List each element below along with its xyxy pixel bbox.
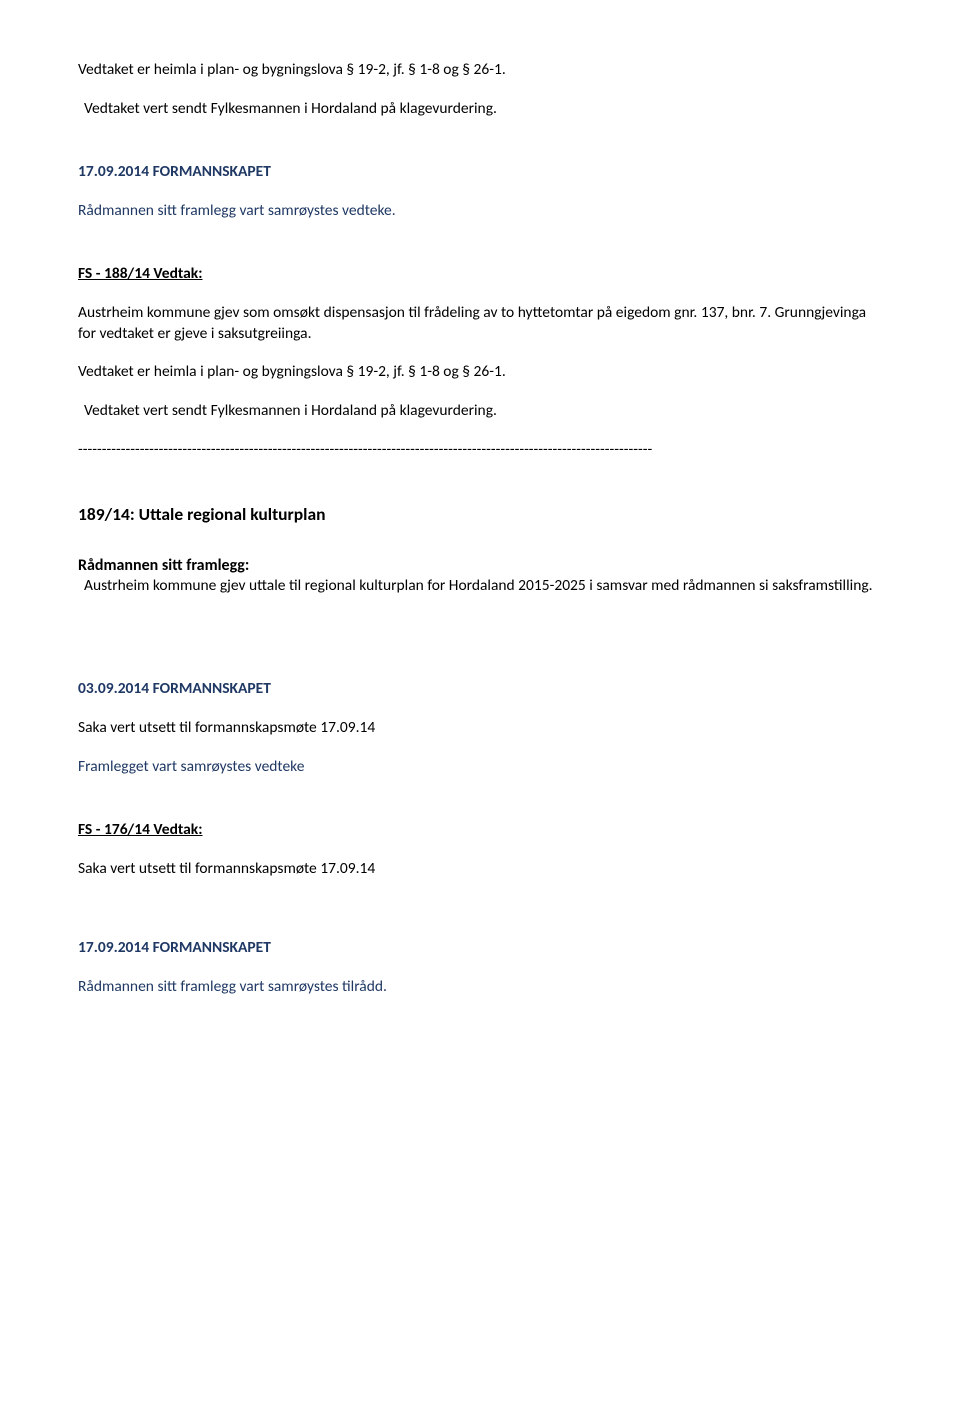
- text: Rådmannen sitt framlegg vart samrøystes …: [78, 201, 396, 220]
- paragraph-radmannen-vedteke: Rådmannen sitt framlegg vart samrøystes …: [78, 201, 882, 222]
- text: 17.09.2014 FORMANNSKAPET: [78, 938, 271, 957]
- text: 189/14: Uttale regional kulturplan: [78, 503, 326, 525]
- text: Rådmannen sitt framlegg vart samrøystes …: [78, 977, 387, 996]
- paragraph-vedtak-heimla-1: Vedtaket er heimla i plan- og bygningslo…: [78, 60, 882, 81]
- paragraph-austrheim-uttale: Austrheim kommune gjev uttale til region…: [84, 576, 882, 597]
- paragraph-saka-utsett-1: Saka vert utsett til formannskapsmøte 17…: [78, 718, 882, 739]
- paragraph-vedtak-sendt-2: Vedtaket vert sendt Fylkesmannen i Horda…: [84, 401, 882, 422]
- paragraph-austrheim-dispensasjon: Austrheim kommune gjev som omsøkt dispen…: [78, 303, 882, 345]
- heading-fs-188-14: FS - 188/14 Vedtak:: [78, 264, 882, 285]
- text: Saka vert utsett til formannskapsmøte 17…: [78, 859, 375, 878]
- text: Rådmannen sitt framlegg:: [78, 556, 249, 575]
- paragraph-radmannen-tilraadd: Rådmannen sitt framlegg vart samrøystes …: [78, 977, 882, 998]
- text: 17.09.2014 FORMANNSKAPET: [78, 162, 271, 181]
- text: Vedtaket vert sendt Fylkesmannen i Horda…: [84, 99, 497, 118]
- paragraph-saka-utsett-2: Saka vert utsett til formannskapsmøte 17…: [78, 859, 882, 880]
- text: Vedtaket er heimla i plan- og bygningslo…: [78, 60, 506, 79]
- section-divider: ----------------------------------------…: [78, 440, 882, 461]
- heading-fs-176-14: FS - 176/14 Vedtak:: [78, 820, 882, 841]
- text: 03.09.2014 FORMANNSKAPET: [78, 679, 271, 698]
- text: ----------------------------------------…: [78, 440, 652, 459]
- paragraph-vedtak-sendt-1: Vedtaket vert sendt Fylkesmannen i Horda…: [84, 99, 882, 120]
- text: FS - 176/14 Vedtak:: [78, 820, 203, 839]
- text: Vedtaket er heimla i plan- og bygningslo…: [78, 362, 506, 381]
- text: FS - 188/14 Vedtak:: [78, 264, 203, 283]
- paragraph-framlegget-vedteke: Framlegget vart samrøystes vedteke: [78, 757, 882, 778]
- heading-189-14: 189/14: Uttale regional kulturplan: [78, 503, 882, 527]
- text: Austrheim kommune gjev uttale til region…: [84, 576, 873, 595]
- paragraph-vedtak-heimla-2: Vedtaket er heimla i plan- og bygningslo…: [78, 362, 882, 383]
- text: Framlegget vart samrøystes vedteke: [78, 757, 304, 776]
- text: Austrheim kommune gjev som omsøkt dispen…: [78, 303, 866, 343]
- text: Vedtaket vert sendt Fylkesmannen i Horda…: [84, 401, 497, 420]
- heading-formannskapet-1709-2: 17.09.2014 FORMANNSKAPET: [78, 938, 882, 959]
- heading-formannskapet-0309: 03.09.2014 FORMANNSKAPET: [78, 679, 882, 700]
- heading-formannskapet-1709-1: 17.09.2014 FORMANNSKAPET: [78, 162, 882, 183]
- text: Saka vert utsett til formannskapsmøte 17…: [78, 718, 375, 737]
- heading-radmannen-framlegg: Rådmannen sitt framlegg:: [78, 555, 882, 577]
